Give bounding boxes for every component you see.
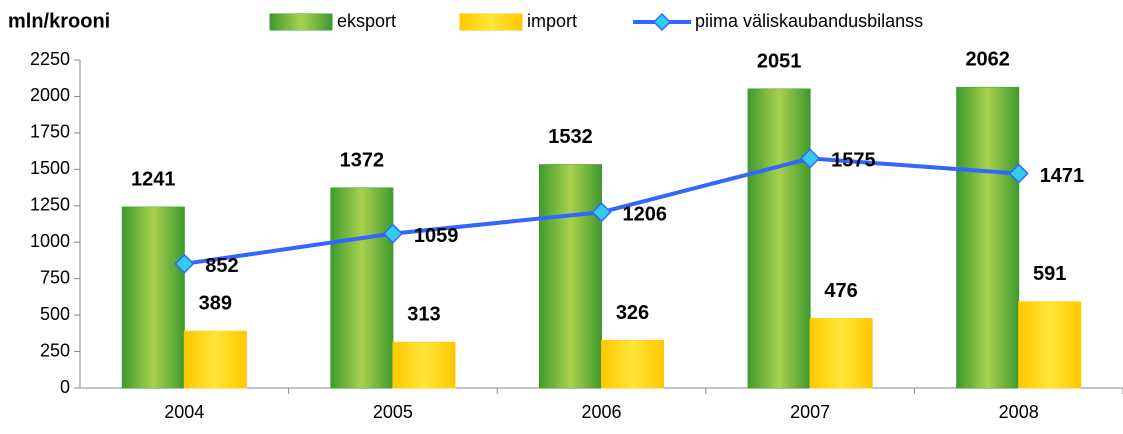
data-label: 1575 (831, 150, 876, 172)
data-label: 852 (205, 255, 238, 277)
data-label: 1471 (1040, 165, 1085, 187)
bar-highlight (330, 187, 393, 388)
y-tick-label: 1000 (30, 231, 70, 251)
data-label: 1241 (131, 168, 176, 190)
bar-highlight (122, 207, 185, 388)
data-label: 389 (199, 293, 232, 315)
y-tick-label: 750 (40, 267, 70, 287)
y-tick-label: 1500 (30, 158, 70, 178)
y-tick-label: 2250 (30, 49, 70, 69)
y-tick-label: 1250 (30, 195, 70, 215)
legend-label: piima väliskaubandusbilanss (695, 11, 923, 31)
bar-highlight (956, 87, 1019, 388)
x-tick-label: 2005 (373, 402, 413, 422)
y-tick-label: 0 (60, 377, 70, 397)
data-label: 2051 (757, 50, 802, 72)
legend-label: eksport (337, 11, 396, 31)
marker (1008, 163, 1029, 184)
y-tick-label: 250 (40, 340, 70, 360)
bar-highlight (601, 340, 664, 388)
x-tick-label: 2007 (790, 402, 830, 422)
legend-swatch-highlight (270, 14, 332, 30)
legend-swatch-highlight (460, 14, 522, 30)
data-label: 1206 (623, 203, 668, 225)
data-label: 1059 (414, 225, 459, 247)
bar-highlight (1018, 301, 1081, 388)
marker (800, 148, 821, 169)
data-label: 1372 (340, 149, 385, 171)
data-label: 476 (824, 280, 857, 302)
marker (591, 202, 612, 223)
bar-highlight (539, 164, 602, 388)
bar-highlight (392, 342, 455, 388)
legend-label: import (527, 11, 577, 31)
x-tick-label: 2008 (999, 402, 1039, 422)
bar-highlight (810, 318, 873, 388)
bar-highlight (184, 331, 247, 388)
y-tick-label: 1750 (30, 122, 70, 142)
y-tick-label: 500 (40, 304, 70, 324)
bar-highlight (748, 89, 811, 389)
data-label: 2062 (965, 49, 1010, 71)
legend-marker (652, 12, 672, 32)
y-tick-label: 2000 (30, 85, 70, 105)
marker (382, 223, 403, 244)
x-tick-label: 2006 (581, 402, 621, 422)
data-label: 1532 (548, 126, 593, 148)
data-label: 591 (1033, 263, 1066, 285)
x-tick-label: 2004 (164, 402, 204, 422)
data-label: 326 (616, 302, 649, 324)
marker (174, 253, 195, 274)
y-axis-label: mln/krooni (8, 10, 110, 32)
data-label: 313 (407, 304, 440, 326)
